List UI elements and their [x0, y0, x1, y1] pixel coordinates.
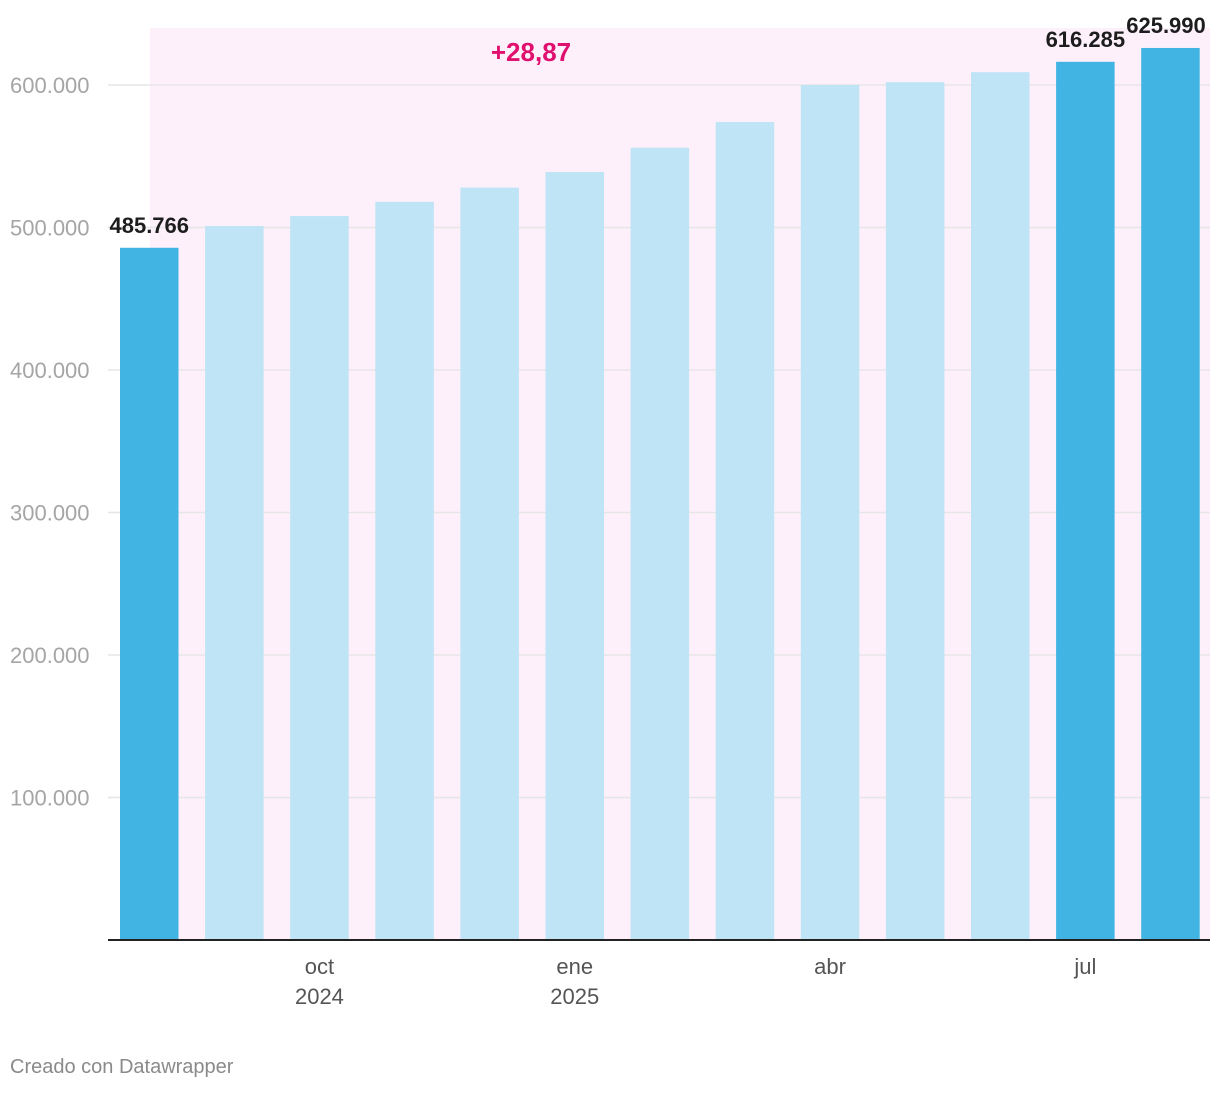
- x-tick-label: abr: [814, 954, 846, 979]
- y-tick-label: 400.000: [10, 358, 90, 383]
- x-tick-label: ene: [556, 954, 593, 979]
- bar-2025-03: [715, 122, 775, 941]
- x-tick-label: jul: [1073, 954, 1096, 979]
- bar-2025-07: [1056, 61, 1115, 940]
- bar-2024-10: [290, 216, 349, 941]
- data-label: 485.766: [109, 213, 189, 238]
- bar-2025-04: [800, 85, 860, 940]
- y-tick-label: 300.000: [10, 501, 90, 526]
- footer-credit[interactable]: Creado con Datawrapper: [10, 1056, 234, 1078]
- data-label: 625.990: [1126, 13, 1206, 38]
- bar-2025-08: [1141, 47, 1200, 941]
- bar-2025-06: [971, 72, 1030, 941]
- bars: [108, 47, 1210, 941]
- y-tick-label: 100.000: [10, 786, 90, 811]
- bar-2025-05: [885, 82, 945, 940]
- x-tick-year-label: 2024: [295, 984, 344, 1009]
- x-tick-year-label: 2025: [550, 984, 599, 1009]
- x-axis-ticks: oct 2024 ene 2025 abr jul: [295, 954, 1096, 1009]
- bar-2025-02: [630, 147, 690, 940]
- data-label: 616.285: [1046, 27, 1126, 52]
- bar-chart: 100.000 200.000 300.000 400.000 500.000 600.0…: [10, 13, 1210, 1009]
- bar-2025-01: [545, 171, 604, 941]
- y-tick-label: 200.000: [10, 643, 90, 668]
- bar-2024-11: [375, 201, 434, 941]
- growth-annotation: +28,87: [491, 37, 571, 67]
- bar-2024-12: [460, 187, 519, 941]
- bar-2024-08: [120, 247, 179, 940]
- x-tick-label: oct: [305, 954, 334, 979]
- y-tick-label: 600.000: [10, 73, 90, 98]
- bar-2024-09: [205, 226, 264, 940]
- y-tick-label: 500.000: [10, 216, 90, 241]
